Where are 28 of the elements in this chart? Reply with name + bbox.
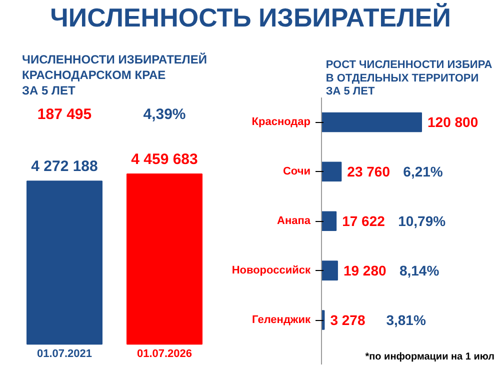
- annotation: 8,14%: [399, 262, 440, 279]
- data-label: 120 800: [428, 114, 478, 130]
- annotation: *по информации на 1 июл: [365, 352, 495, 363]
- bar: [322, 112, 422, 132]
- y-tick-label: Краснодар: [252, 116, 311, 128]
- data-label: 23 760: [347, 164, 390, 180]
- y-tick-label: Геленджик: [252, 314, 311, 326]
- text: 4,39%: [143, 106, 186, 124]
- y-tick-label: Новороссийск: [232, 264, 311, 277]
- y-tick-label: Сочи: [282, 166, 311, 178]
- data-label: 3 278: [330, 312, 366, 328]
- x-tick-label: 01.07.2021: [36, 348, 92, 360]
- data-label: 4 272 188: [31, 158, 98, 176]
- y-tick-label: Анапа: [277, 215, 312, 228]
- annotation: 6,21%: [403, 164, 444, 180]
- data-label: 4 459 683: [131, 151, 198, 168]
- data-label: 19 280: [343, 262, 386, 279]
- x-tick-label: 01.07.2026: [136, 348, 192, 360]
- text: ЧИСЛЕННОСТЬ ИЗБИРАТЕЛЕЙ: [50, 2, 451, 32]
- annotation: 10,79%: [398, 213, 446, 230]
- chart-title: ЧИСЛЕННОСТИ ИЗБИРАТЕЛЕЙ КРАСНОДАРСКОМ КРАЕ ЗА 5 ЛЕТ: [22, 52, 207, 98]
- bar: [322, 260, 338, 280]
- bar: [322, 211, 337, 232]
- chart-title: РОСТ ЧИСЛЕННОСТИ ИЗБИРА В ОТДЕЛЬНЫХ ТЕРРИТОРИ ЗА 5 ЛЕТ: [326, 59, 492, 98]
- data-label: 17 622: [342, 213, 386, 230]
- bar: [322, 162, 342, 182]
- text: 187 495: [37, 106, 92, 124]
- annotation: 3,81%: [386, 312, 426, 328]
